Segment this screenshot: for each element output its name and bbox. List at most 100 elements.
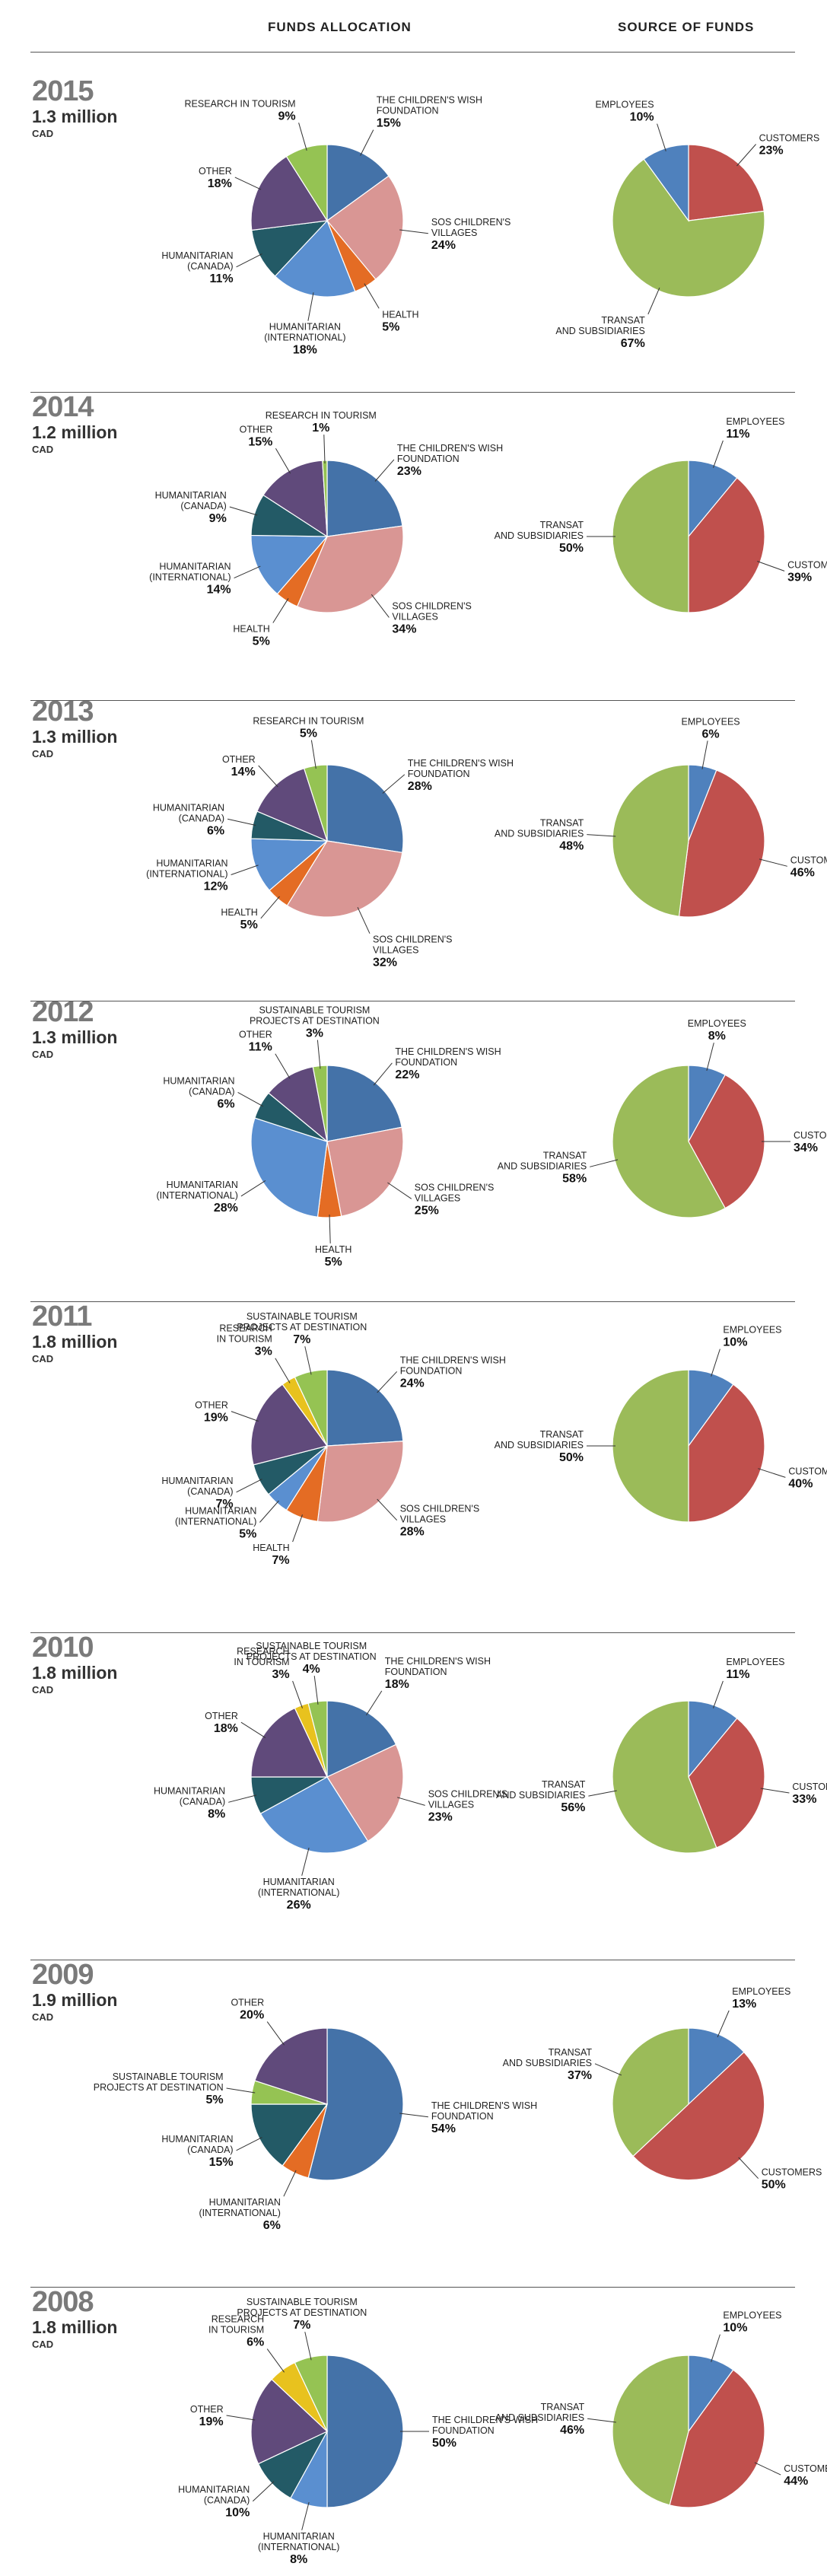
alloc-label-text: HEALTH [253, 1543, 289, 1553]
alloc-value-intl: 28% [214, 1202, 238, 1215]
section-amount: 1.3 million [32, 1027, 118, 1047]
source-value-employees: 13% [732, 1998, 756, 2011]
alloc-slice-wish [326, 460, 403, 537]
source-value-customers: 34% [794, 1142, 818, 1154]
alloc-label-canada: HUMANITARIAN(CANADA)7% [161, 1476, 233, 1511]
alloc-leader-sustainable [304, 2332, 312, 2361]
alloc-label-canada: HUMANITARIAN(CANADA)9% [155, 490, 227, 525]
alloc-label-text: FOUNDATION [400, 1365, 463, 1376]
alloc-label-text: (CANADA) [187, 261, 233, 272]
source-label-text: EMPLOYEES [723, 2310, 781, 2321]
alloc-label-text: HEALTH [221, 907, 257, 918]
alloc-label-text: HUMANITARIAN [161, 1476, 233, 1486]
alloc-value-sustainable: 5% [300, 728, 317, 740]
alloc-label-text: FOUNDATION [432, 2425, 495, 2436]
section-amount: 1.8 million [32, 2317, 118, 2337]
alloc-label-text: HUMANITARIAN [153, 802, 224, 813]
alloc-label-text: (INTERNATIONAL) [156, 1190, 237, 1201]
alloc-label-text: (CANADA) [204, 2495, 250, 2506]
alloc-label-text: (INTERNATIONAL) [149, 572, 231, 583]
alloc-leader-other [258, 765, 278, 788]
source-value-employees: 10% [723, 1336, 747, 1349]
source-slice-transat [612, 460, 689, 613]
section-currency: CAD [32, 1049, 54, 1060]
source-label-text: EMPLOYEES [726, 1657, 784, 1667]
source-label-customers: CUSTOMERS39% [787, 559, 827, 584]
source-slice-transat [612, 764, 689, 917]
source-value-customers: 40% [788, 1477, 813, 1490]
alloc-label-text: IN TOURISM [234, 1657, 289, 1667]
alloc-value-sustainable: 7% [293, 2319, 310, 2332]
source-value-transat: 50% [559, 542, 584, 555]
alloc-value-canada: 7% [215, 1498, 233, 1511]
alloc-label-text: RESEARCH [212, 2314, 264, 2325]
source-value-customers: 44% [784, 2475, 808, 2488]
source-label-text: EMPLOYEES [688, 1018, 746, 1029]
section-divider [30, 392, 795, 393]
alloc-value-intl: 8% [290, 2553, 307, 2566]
alloc-label-text: VILLAGES [392, 611, 437, 622]
alloc-label-text: VILLAGES [428, 1799, 474, 1810]
source-label-customers: CUSTOMERS40% [788, 1466, 827, 1490]
source-label-text: TRANSAT [540, 818, 584, 829]
alloc-label-canada: HUMANITARIAN(CANADA)6% [153, 802, 224, 837]
alloc-leader-sos [397, 1797, 425, 1806]
section-currency: CAD [32, 748, 54, 759]
source-value-transat: 58% [562, 1172, 587, 1185]
alloc-label-intl: HUMANITARIAN(INTERNATIONAL)8% [258, 2531, 339, 2566]
alloc-label-text: HUMANITARIAN [167, 1180, 238, 1190]
source-label-text: EMPLOYEES [732, 1986, 790, 1997]
alloc-leader-intl [259, 1500, 279, 1523]
alloc-leader-health [364, 283, 380, 309]
alloc-label-text: SOS CHILDREN'S [431, 217, 511, 228]
alloc-label-text: RESEARCH IN TOURISM [266, 410, 377, 421]
alloc-label-text: SOS CHILDREN'S [428, 1788, 508, 1799]
section-year: 2015 [32, 75, 94, 107]
alloc-value-canada: 6% [217, 1097, 234, 1110]
source-leader-employees [657, 123, 666, 151]
alloc-label-text: SUSTAINABLE TOURISM [256, 1641, 367, 1651]
alloc-value-intl: 5% [239, 1528, 256, 1541]
alloc-leader-canada [228, 1794, 257, 1803]
alloc-label-text: (INTERNATIONAL) [175, 1517, 256, 1527]
alloc-value-canada: 8% [208, 1807, 225, 1820]
alloc-label-text: (CANADA) [180, 501, 226, 511]
source-value-employees: 10% [630, 111, 654, 124]
alloc-value-health: 6% [263, 2219, 281, 2232]
alloc-label-text: FOUNDATION [431, 2111, 494, 2122]
alloc-label-intl: HUMANITARIAN(INTERNATIONAL)5% [175, 1506, 256, 1541]
section-currency: CAD [32, 2339, 54, 2350]
source-label-text: AND SUBSIDIARIES [496, 1790, 585, 1801]
source-label-text: EMPLOYEES [723, 1325, 781, 1336]
alloc-label-text: HUMANITARIAN [154, 1785, 225, 1796]
section-currency: CAD [32, 1353, 54, 1364]
source-value-customers: 23% [759, 145, 784, 158]
alloc-leader-wish [360, 129, 374, 156]
alloc-slice-wish [326, 764, 404, 854]
section-divider [30, 52, 795, 53]
alloc-value-research: 3% [272, 1668, 289, 1681]
alloc-leader-sustainable [323, 435, 326, 464]
alloc-label-text: (CANADA) [187, 2145, 233, 2155]
alloc-leader-wish [382, 774, 406, 794]
alloc-label-text: PROJECTS AT DESTINATION [237, 1322, 367, 1333]
alloc-leader-health [329, 1214, 331, 1243]
alloc-label-text: OTHER [205, 1711, 238, 1721]
section-amount: 1.3 million [32, 107, 118, 126]
section-2015: 2015 1.3 million CAD THE CHILDREN'S WISH FOU… [0, 76, 827, 365]
alloc-leader-other [240, 1721, 266, 1739]
alloc-label-text: RESEARCH IN TOURISM [253, 716, 364, 727]
source-value-employees: 6% [702, 728, 720, 740]
